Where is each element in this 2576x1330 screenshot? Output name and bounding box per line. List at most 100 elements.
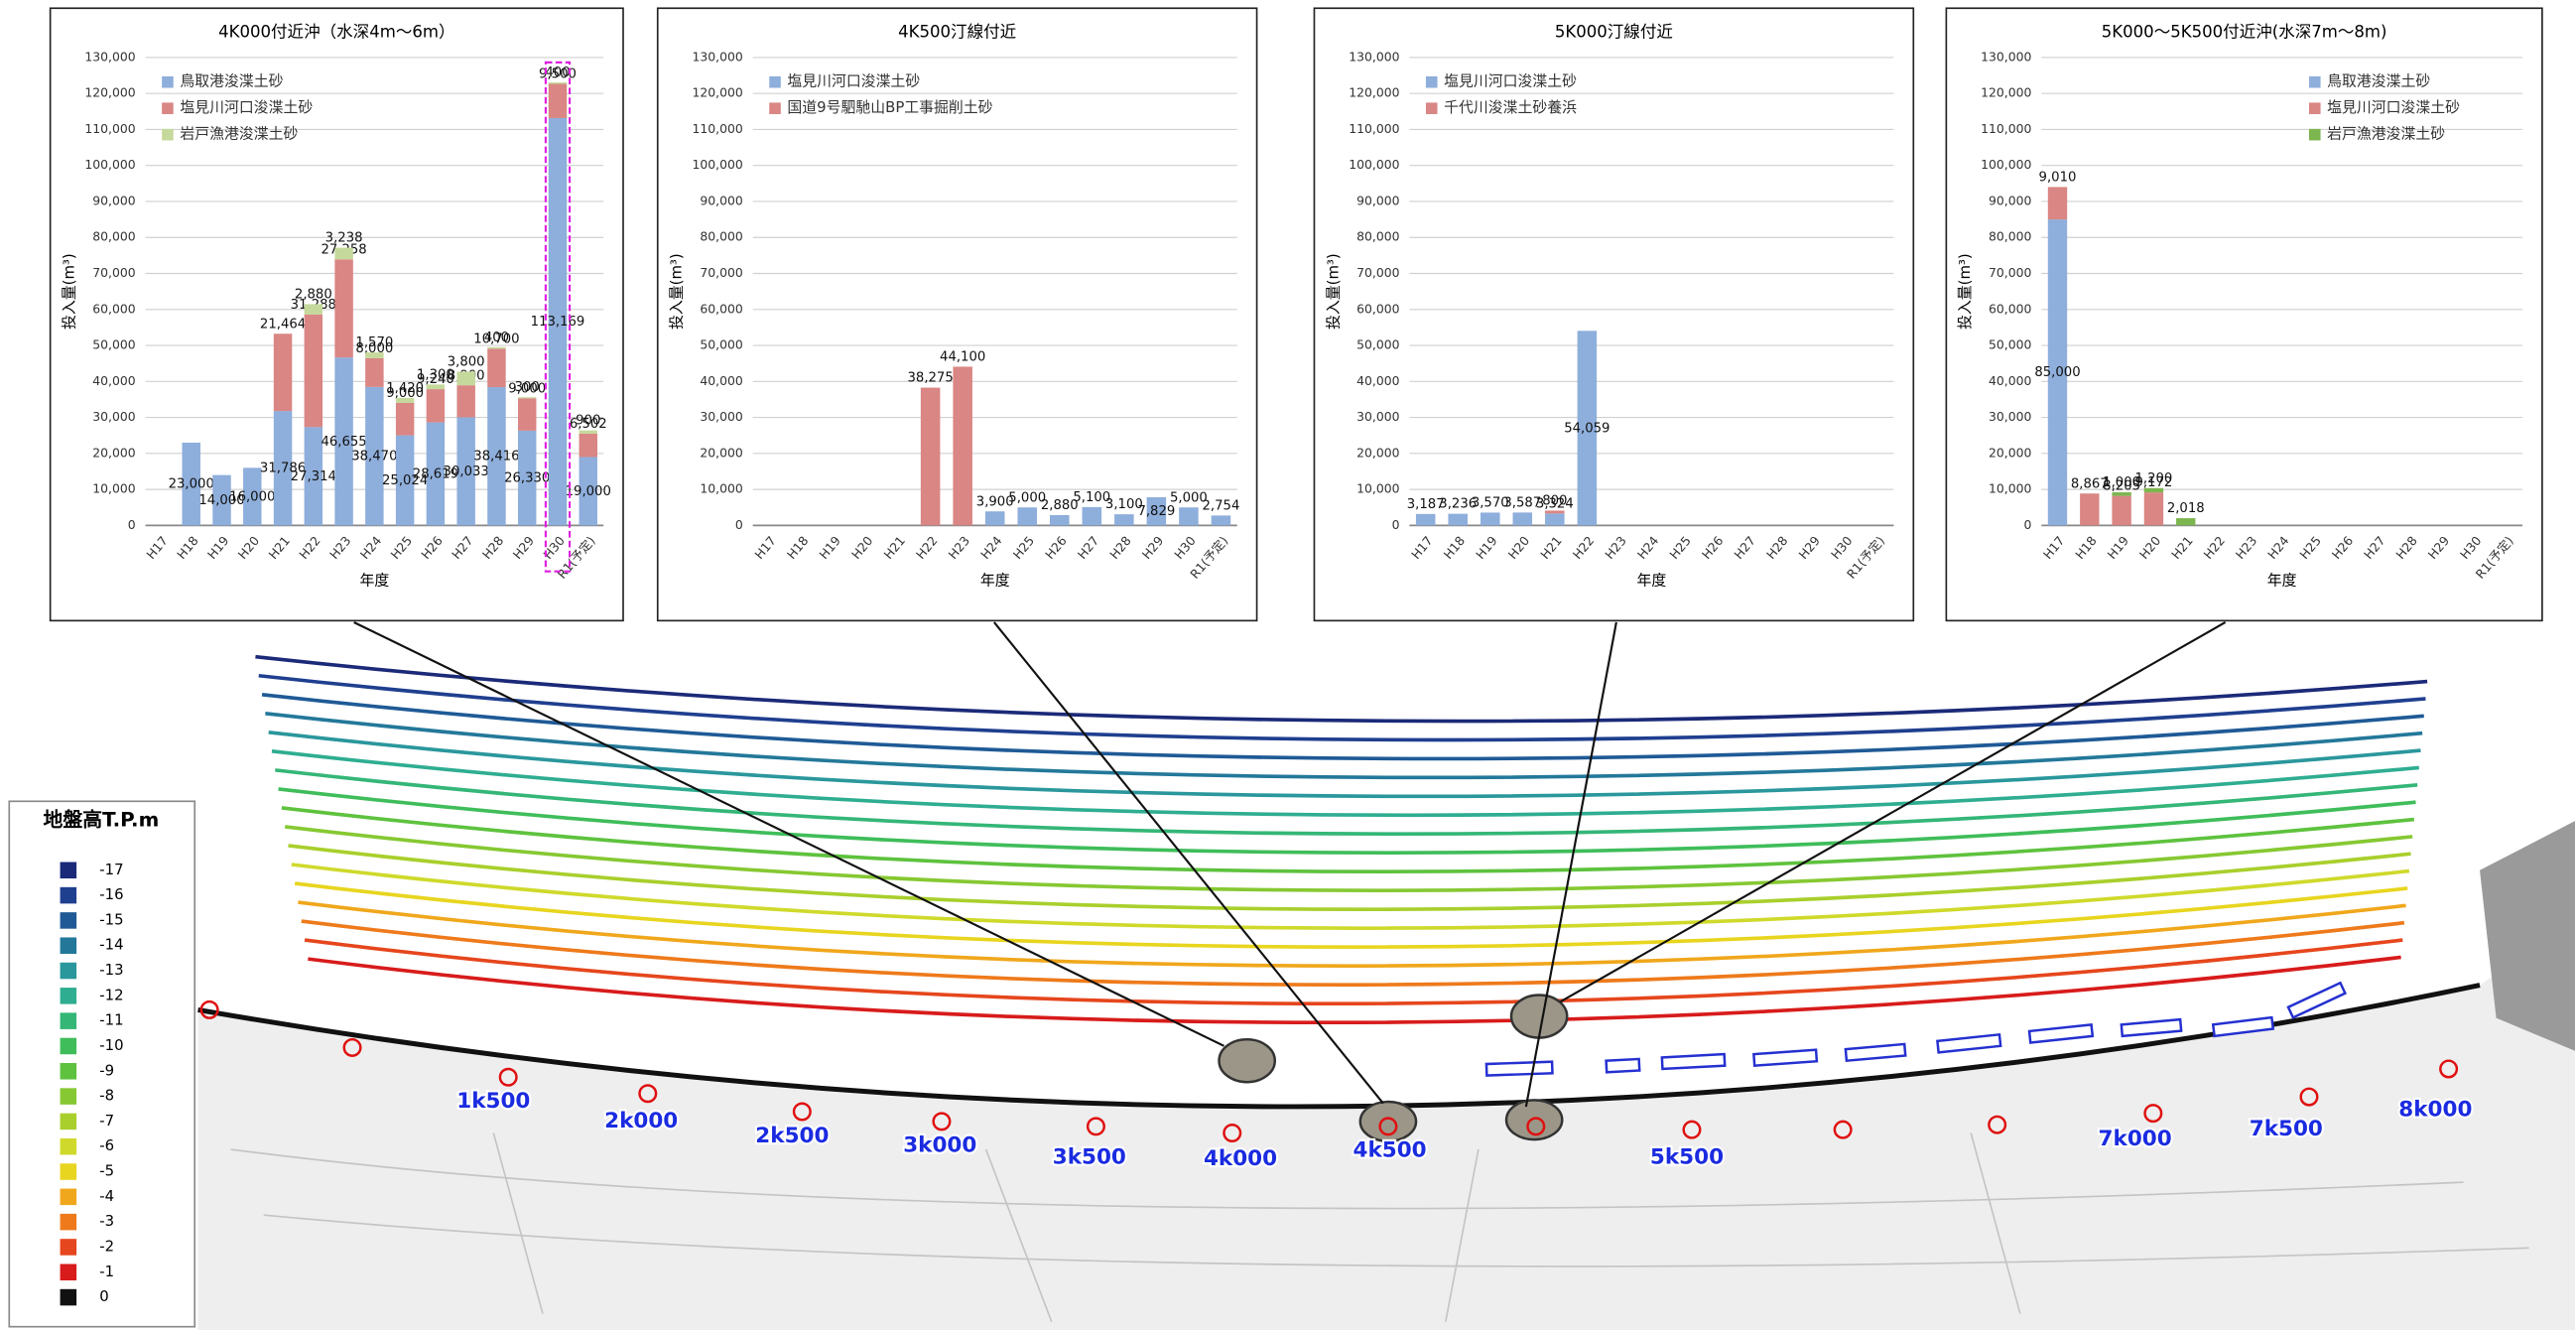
data-label: 300 xyxy=(515,380,540,395)
bar xyxy=(1545,510,1565,513)
data-label: 900 xyxy=(576,414,600,429)
y-tick-label: 80,000 xyxy=(92,229,135,244)
legend-label: 0 xyxy=(99,1287,108,1305)
data-label: 800 xyxy=(1542,493,1567,508)
y-tick-label: 80,000 xyxy=(1989,229,2031,244)
station-label: 4k000 xyxy=(1204,1146,1277,1171)
bar xyxy=(1416,514,1436,526)
legend-swatch xyxy=(61,1214,77,1231)
data-label: 113,169 xyxy=(531,315,585,330)
legend-swatch xyxy=(769,102,781,114)
data-label: 3,238 xyxy=(325,231,363,246)
y-tick-label: 120,000 xyxy=(693,85,743,100)
bar xyxy=(1179,507,1199,525)
y-tick-label: 110,000 xyxy=(1981,121,2031,136)
legend-label: -2 xyxy=(99,1237,114,1255)
y-tick-label: 100,000 xyxy=(693,157,743,172)
data-label: 23,000 xyxy=(169,477,214,492)
bar xyxy=(518,397,536,398)
y-tick-label: 0 xyxy=(1392,517,1400,532)
data-label: 1,200 xyxy=(2135,471,2173,486)
y-tick-label: 90,000 xyxy=(1989,193,2031,207)
y-tick-label: 130,000 xyxy=(1349,49,1399,64)
data-label: 26,330 xyxy=(504,471,550,486)
legend-label: 国道9号駟馳山BP工事掘削土砂 xyxy=(787,98,992,116)
bar xyxy=(2144,492,2163,525)
legend-label: 塩見川河口浚渫土砂 xyxy=(1444,72,1577,90)
station-label: 7k500 xyxy=(2250,1117,2323,1141)
legend-swatch xyxy=(61,1114,77,1130)
legend-swatch xyxy=(61,1138,77,1155)
station-label: 3k000 xyxy=(903,1133,976,1158)
y-axis-label: 投入量(m³) xyxy=(1324,253,1342,330)
legend-label: -1 xyxy=(99,1263,114,1280)
y-tick-label: 60,000 xyxy=(92,301,135,316)
legend-label: 岩戸漁港浚渫土砂 xyxy=(180,125,298,143)
legend-label: -8 xyxy=(99,1087,114,1105)
y-axis-label: 投入量(m³) xyxy=(1956,253,1974,330)
y-tick-label: 130,000 xyxy=(693,49,743,64)
y-tick-label: 20,000 xyxy=(92,445,135,460)
data-label: 38,416 xyxy=(473,450,519,465)
legend-swatch xyxy=(61,1088,77,1105)
data-label: 400 xyxy=(484,331,509,345)
bar xyxy=(580,431,597,434)
y-tick-label: 100,000 xyxy=(84,157,135,172)
y-tick-label: 70,000 xyxy=(1989,265,2031,280)
bar xyxy=(2048,187,2067,219)
y-tick-label: 70,000 xyxy=(1356,265,1399,280)
data-label: 16,000 xyxy=(229,489,275,504)
station-label: 8k000 xyxy=(2398,1097,2472,1122)
data-label: 38,275 xyxy=(908,371,954,386)
legend-label: 千代川浚渫土砂養浜 xyxy=(1444,98,1577,116)
bar xyxy=(985,511,1005,525)
y-tick-label: 110,000 xyxy=(84,121,135,136)
chart-title: 4K500汀線付近 xyxy=(898,23,1016,42)
bar xyxy=(396,403,414,436)
legend-swatch xyxy=(1426,102,1438,114)
legend-label: -3 xyxy=(99,1212,114,1230)
breakwater xyxy=(1486,1062,1553,1076)
bar xyxy=(953,366,972,525)
bar xyxy=(334,259,352,357)
bar xyxy=(305,315,322,427)
y-tick-label: 40,000 xyxy=(1989,373,2031,388)
chart-title: 4K000付近沖（水深4m～6m） xyxy=(218,23,454,42)
chart-frame xyxy=(1314,8,1913,620)
legend-swatch xyxy=(61,1239,77,1256)
data-label: 27,314 xyxy=(291,469,336,484)
y-tick-label: 80,000 xyxy=(700,229,742,244)
legend-label: -13 xyxy=(99,961,123,979)
y-tick-label: 130,000 xyxy=(1981,49,2031,64)
y-tick-label: 80,000 xyxy=(1356,229,1399,244)
data-label: 21,464 xyxy=(260,317,306,332)
y-tick-label: 40,000 xyxy=(1356,373,1399,388)
y-tick-label: 100,000 xyxy=(1981,157,2031,172)
data-label: 54,059 xyxy=(1564,421,1610,436)
bar xyxy=(1212,515,1231,525)
legend-swatch xyxy=(61,1063,77,1080)
data-label: 30,033 xyxy=(444,465,489,479)
y-axis-label: 投入量(m³) xyxy=(60,253,77,330)
y-tick-label: 40,000 xyxy=(700,373,742,388)
bar xyxy=(2112,496,2130,526)
y-tick-label: 40,000 xyxy=(92,373,135,388)
y-tick-label: 0 xyxy=(128,517,136,532)
legend-swatch xyxy=(61,963,77,980)
legend-label: 鳥取港浚渫土砂 xyxy=(2327,72,2430,90)
bar xyxy=(2144,488,2163,492)
legend-swatch xyxy=(61,1038,77,1055)
legend-swatch xyxy=(2309,102,2321,114)
legend-label: -15 xyxy=(99,910,123,928)
data-label: 2,018 xyxy=(2167,501,2205,516)
legend-label: -4 xyxy=(99,1187,114,1205)
legend-swatch xyxy=(61,1289,77,1306)
legend-label: -7 xyxy=(99,1112,114,1130)
breakwater xyxy=(1607,1059,1640,1072)
legend-label: -11 xyxy=(99,1011,123,1029)
y-tick-label: 50,000 xyxy=(92,337,135,352)
y-tick-label: 60,000 xyxy=(700,301,742,316)
y-tick-label: 70,000 xyxy=(700,265,742,280)
x-axis-label: 年度 xyxy=(2267,572,2297,590)
legend-label: -16 xyxy=(99,885,123,903)
